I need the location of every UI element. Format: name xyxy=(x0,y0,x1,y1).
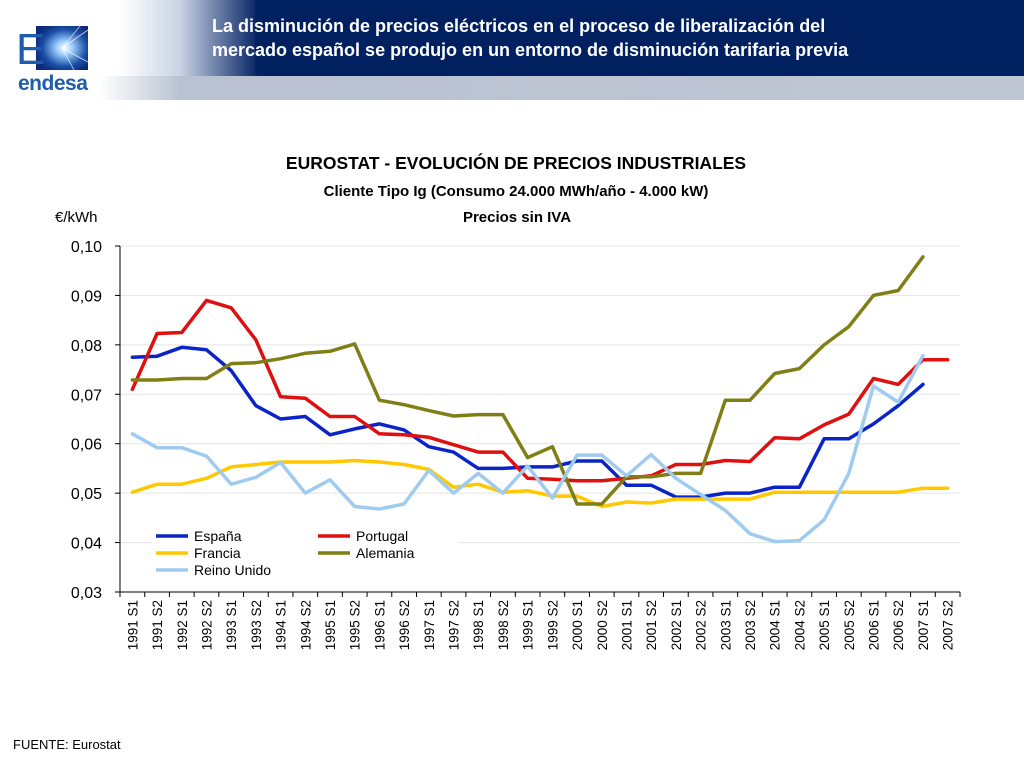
x-tick-label: 2006 S2 xyxy=(891,600,906,650)
series-line-españa xyxy=(130,345,925,499)
chart-series xyxy=(130,255,950,544)
x-tick-label: 1993 S1 xyxy=(224,600,239,650)
page-title-line1: La disminución de precios eléctricos en … xyxy=(212,16,826,36)
legend-label: Alemania xyxy=(356,545,415,561)
x-tick-label: 1991 S1 xyxy=(125,600,140,650)
logo-letter: E xyxy=(16,25,45,72)
y-tick-label: 0,04 xyxy=(71,536,102,553)
series-line-alemania xyxy=(130,255,925,506)
legend-label: España xyxy=(194,528,242,544)
series-line-francia xyxy=(130,458,950,509)
y-tick-label: 0,05 xyxy=(71,486,102,503)
x-tick-label: 1992 S1 xyxy=(175,600,190,650)
x-tick-label: 2005 S2 xyxy=(842,600,857,650)
x-tick-label: 1999 S2 xyxy=(545,600,560,650)
x-tick-label: 2001 S1 xyxy=(619,600,634,650)
page-title: La disminución de precios eléctricos en … xyxy=(212,14,1002,62)
x-tick-label: 2001 S2 xyxy=(644,600,659,650)
y-axis-label: €/kWh xyxy=(55,209,98,226)
x-tick-label: 2004 S1 xyxy=(768,600,783,650)
y-tick-label: 0,03 xyxy=(71,585,102,602)
x-tick-label: 1992 S2 xyxy=(199,600,214,650)
header-lower-band xyxy=(0,76,1024,100)
legend-label: Portugal xyxy=(356,528,408,544)
y-tick-label: 0,08 xyxy=(71,338,102,355)
x-tick-label: 2002 S1 xyxy=(669,600,684,650)
x-tick-label: 1996 S2 xyxy=(397,600,412,650)
x-tick-label: 1994 S1 xyxy=(274,600,289,650)
x-tick-label: 1994 S2 xyxy=(298,600,313,650)
legend-label: Francia xyxy=(194,545,241,561)
x-tick-label: 1991 S2 xyxy=(150,600,165,650)
chart-title: EUROSTAT - EVOLUCIÓN DE PRECIOS INDUSTRI… xyxy=(286,152,746,173)
legend-label: Reino Unido xyxy=(194,562,271,578)
x-tick-label: 2004 S2 xyxy=(792,600,807,650)
x-tick-label: 2007 S2 xyxy=(941,600,956,650)
logo-text: endesa xyxy=(18,72,88,95)
legend-box xyxy=(152,524,458,580)
x-tick-label: 2003 S2 xyxy=(743,600,758,650)
x-tick-label: 2006 S1 xyxy=(867,600,882,650)
price-chart: 0,03 0,04 0,05 0,06 0,07 0,08 0,09 0,10 1991 S1 1… xyxy=(55,152,961,650)
x-tick-label: 1995 S2 xyxy=(348,600,363,650)
chart-subtitle-2: Precios sin IVA xyxy=(463,209,571,226)
x-tick-label: 1997 S1 xyxy=(422,600,437,650)
x-tick-label: 2002 S2 xyxy=(694,600,709,650)
x-tick-label: 1995 S1 xyxy=(323,600,338,650)
x-tick-label: 2005 S1 xyxy=(817,600,832,650)
chart-subtitle: Cliente Tipo Ig (Consumo 24.000 MWh/año … xyxy=(324,183,709,200)
chart-axes: 0,03 0,04 0,05 0,06 0,07 0,08 0,09 0,10 1991 S1 1… xyxy=(71,239,961,650)
x-tick-label: 1993 S2 xyxy=(249,600,264,650)
x-tick-label: 2007 S1 xyxy=(916,600,931,650)
y-tick-label: 0,10 xyxy=(71,239,102,256)
endesa-logo-icon: E xyxy=(16,25,89,72)
page-title-line2: mercado español se produjo en un entorno… xyxy=(212,40,849,60)
chart-legend: España Portugal Francia Alemania Reino Unido xyxy=(152,524,458,580)
x-tick-label: 2000 S2 xyxy=(595,600,610,650)
series-line-portugal xyxy=(130,298,950,483)
x-tick-label: 2003 S1 xyxy=(718,600,733,650)
y-tick-label: 0,06 xyxy=(71,437,102,454)
x-tick-label: 1998 S2 xyxy=(496,600,511,650)
x-tick-label: 2000 S1 xyxy=(570,600,585,650)
header-title-area xyxy=(255,0,1024,74)
series-line-reino-unido xyxy=(130,353,925,544)
x-tick-label: 1998 S1 xyxy=(471,600,486,650)
y-tick-label: 0,07 xyxy=(71,387,102,404)
source-note: FUENTE: Eurostat xyxy=(13,737,121,752)
x-tick-label: 1999 S1 xyxy=(521,600,536,650)
x-tick-label: 1997 S2 xyxy=(447,600,462,650)
x-tick-label: 1996 S1 xyxy=(372,600,387,650)
y-tick-label: 0,09 xyxy=(71,288,102,305)
